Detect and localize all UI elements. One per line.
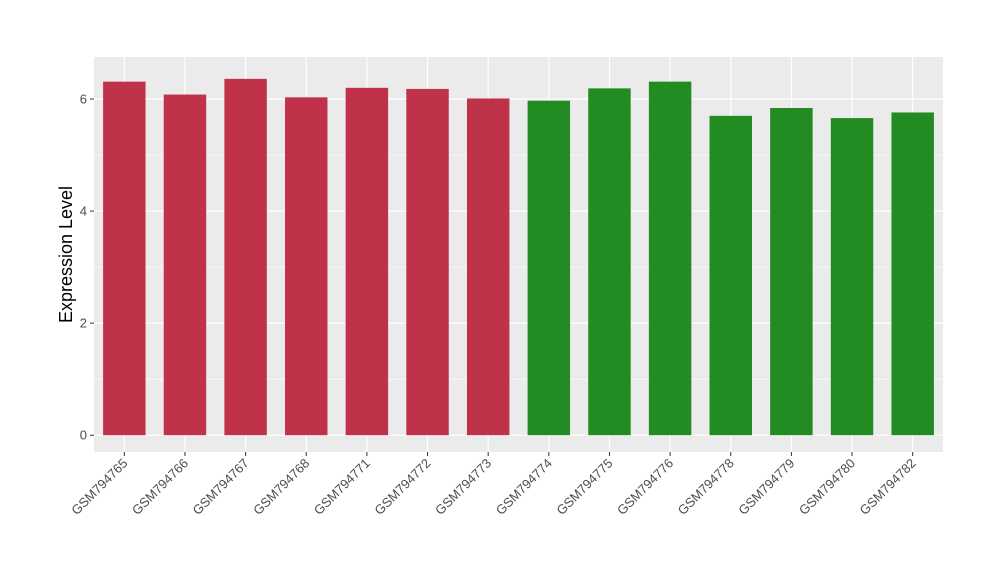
x-tick-label: GSM794766 bbox=[129, 456, 191, 518]
x-tick-label: GSM794779 bbox=[735, 456, 797, 518]
bar-GSM794772 bbox=[406, 88, 449, 436]
bar-GSM794780 bbox=[830, 118, 874, 436]
x-tick-label: GSM794771 bbox=[311, 456, 373, 518]
bar-GSM794767 bbox=[224, 78, 267, 436]
y-axis-title: Expression Level bbox=[56, 186, 76, 323]
y-tick-label: 6 bbox=[80, 92, 87, 107]
x-tick-label: GSM794765 bbox=[68, 456, 130, 518]
bar-GSM794778 bbox=[709, 115, 752, 436]
plot-panel bbox=[94, 57, 943, 452]
bar-GSM794774 bbox=[527, 100, 571, 436]
x-axis: GSM794765GSM794766GSM794767GSM794768GSM7… bbox=[68, 452, 919, 518]
bar-GSM794768 bbox=[285, 97, 328, 436]
x-tick-label: GSM794768 bbox=[250, 456, 312, 518]
x-tick-label: GSM794775 bbox=[553, 456, 615, 518]
bar-GSM794776 bbox=[648, 81, 692, 436]
bar-GSM794773 bbox=[466, 98, 510, 436]
bar-GSM794771 bbox=[345, 87, 389, 436]
x-tick-label: GSM794782 bbox=[857, 456, 919, 518]
y-axis: 0 2 4 6 bbox=[80, 92, 94, 443]
x-tick-label: GSM794774 bbox=[493, 456, 555, 518]
bar-GSM794775 bbox=[588, 88, 631, 436]
y-tick-label: 0 bbox=[80, 428, 87, 443]
bar-GSM794766 bbox=[163, 94, 207, 436]
bar-GSM794782 bbox=[891, 112, 934, 436]
x-tick-label: GSM794773 bbox=[432, 456, 494, 518]
bar-GSM794765 bbox=[103, 81, 146, 436]
x-tick-label: GSM794772 bbox=[371, 456, 433, 518]
x-tick-label: GSM794780 bbox=[796, 456, 858, 518]
bars bbox=[103, 78, 934, 436]
x-tick-label: GSM794776 bbox=[614, 456, 676, 518]
y-tick-label: 4 bbox=[80, 204, 87, 219]
x-tick-label: GSM794767 bbox=[190, 456, 252, 518]
y-tick-label: 2 bbox=[80, 316, 87, 331]
bar-GSM794779 bbox=[770, 107, 813, 436]
x-tick-label: GSM794778 bbox=[675, 456, 737, 518]
